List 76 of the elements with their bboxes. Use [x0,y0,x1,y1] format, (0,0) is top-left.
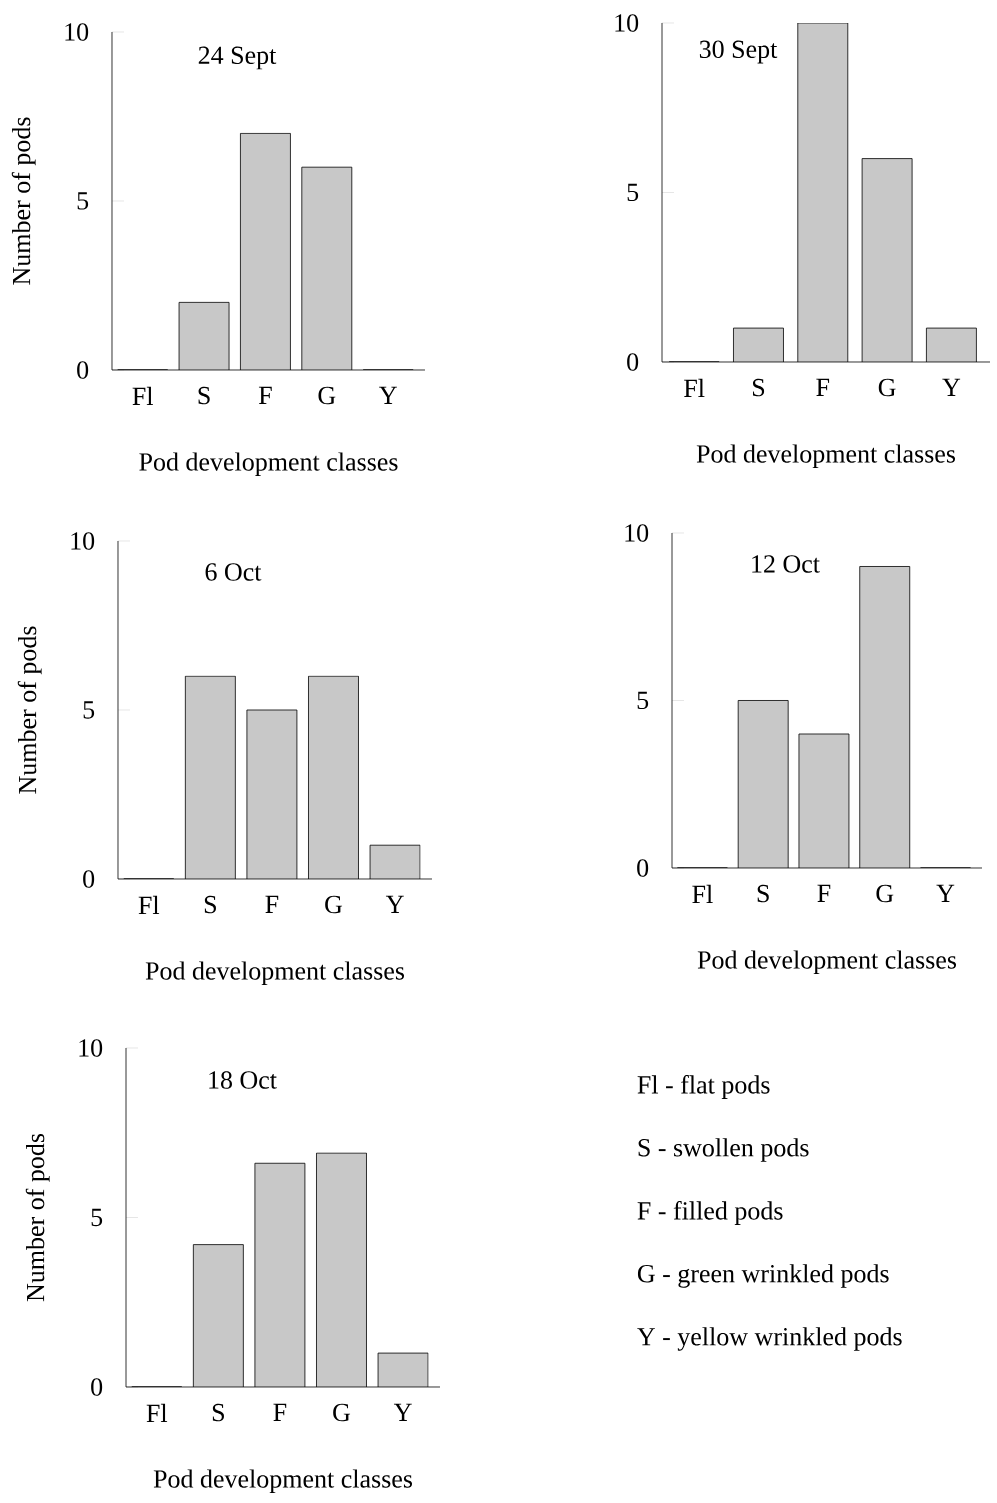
x-tick-label: G [325,895,343,914]
x-axis-title: Pod development classes [153,1469,413,1494]
y-tick-label: 10 [615,14,639,32]
bar [733,328,784,362]
x-tick-label: S [204,895,216,914]
y-axis-title: Number of pods [17,626,42,794]
y-tick-label: 5 [627,183,639,202]
x-tick-label: Fl [146,1403,168,1422]
y-tick-label: 5 [91,1208,103,1227]
bar [308,676,359,879]
y-tick-label: 0 [627,353,639,371]
bar [377,1352,429,1387]
bar [797,22,848,362]
bar [926,327,977,362]
x-tick-label: Fl [692,884,713,903]
x-tick-label: Y [393,1403,412,1421]
text: 30 Sept [699,40,778,64]
x-tick-label: Y [936,884,955,902]
x-tick-label: F [816,378,830,396]
text: F - filled pods [637,1201,783,1225]
bar [185,676,236,879]
x-tick-label: Fl [138,895,160,914]
x-tick-label: G [318,386,336,405]
x-tick-label: Y [379,386,397,404]
bar [179,302,230,370]
chart-title: 24 Sept [198,46,277,70]
x-tick-label: F [258,386,272,404]
x-tick-label: F [265,895,279,913]
y-axis-title: Number of pods [11,117,36,285]
y-tick-label: 0 [77,361,89,379]
bar [798,733,849,868]
x-tick-label: F [273,1403,287,1421]
text: G - green wrinkled pods [637,1264,889,1288]
x-axis-title: Pod development classes [696,444,956,468]
y-tick-label: 0 [91,1378,103,1396]
x-tick-label: G [876,884,894,903]
bar [240,133,291,370]
x-tick-label: S [757,884,769,903]
x-tick-label: Fl [132,386,153,405]
y-tick-label: 5 [77,192,89,210]
x-axis-title: Pod development classes [697,950,957,974]
text: S - swollen pods [638,1138,809,1162]
bar [369,844,421,879]
y-tick-label: 10 [71,532,95,550]
bar [246,709,297,879]
x-tick-label: F [817,884,831,902]
text: 18 Oct [209,1071,277,1089]
x-tick-label: Y [942,378,961,396]
y-tick-label: 10 [625,524,649,542]
x-tick-label: S [212,1403,224,1422]
x-axis-title: Pod development classes [145,961,405,985]
text: Fl - flat pods [637,1075,770,1099]
bar [301,167,352,370]
x-tick-label: Y [385,895,404,913]
x-axis-title: Pod development classes [139,452,398,476]
y-tick-label: 5 [637,691,649,710]
text: 6 Oct [205,563,262,581]
x-tick-label: G [878,378,896,397]
bar [316,1153,367,1387]
bar [254,1163,305,1387]
bar [862,158,913,362]
text: Y - yellow wrinkled pods [637,1327,902,1351]
x-tick-label: G [333,1403,351,1422]
y-tick-label: 0 [637,859,649,877]
x-tick-label: S [198,386,210,405]
bar [738,700,789,868]
y-axis-title: Number of pods [25,1133,50,1302]
x-tick-label: S [752,378,765,397]
text: 12 Oct [752,555,820,573]
y-tick-label: 10 [79,1039,103,1057]
y-tick-label: 5 [83,701,95,719]
bar [859,566,910,868]
y-tick-label: 0 [83,870,95,888]
y-tick-label: 10 [65,23,89,41]
x-tick-label: Fl [684,378,705,397]
bar [193,1244,244,1387]
